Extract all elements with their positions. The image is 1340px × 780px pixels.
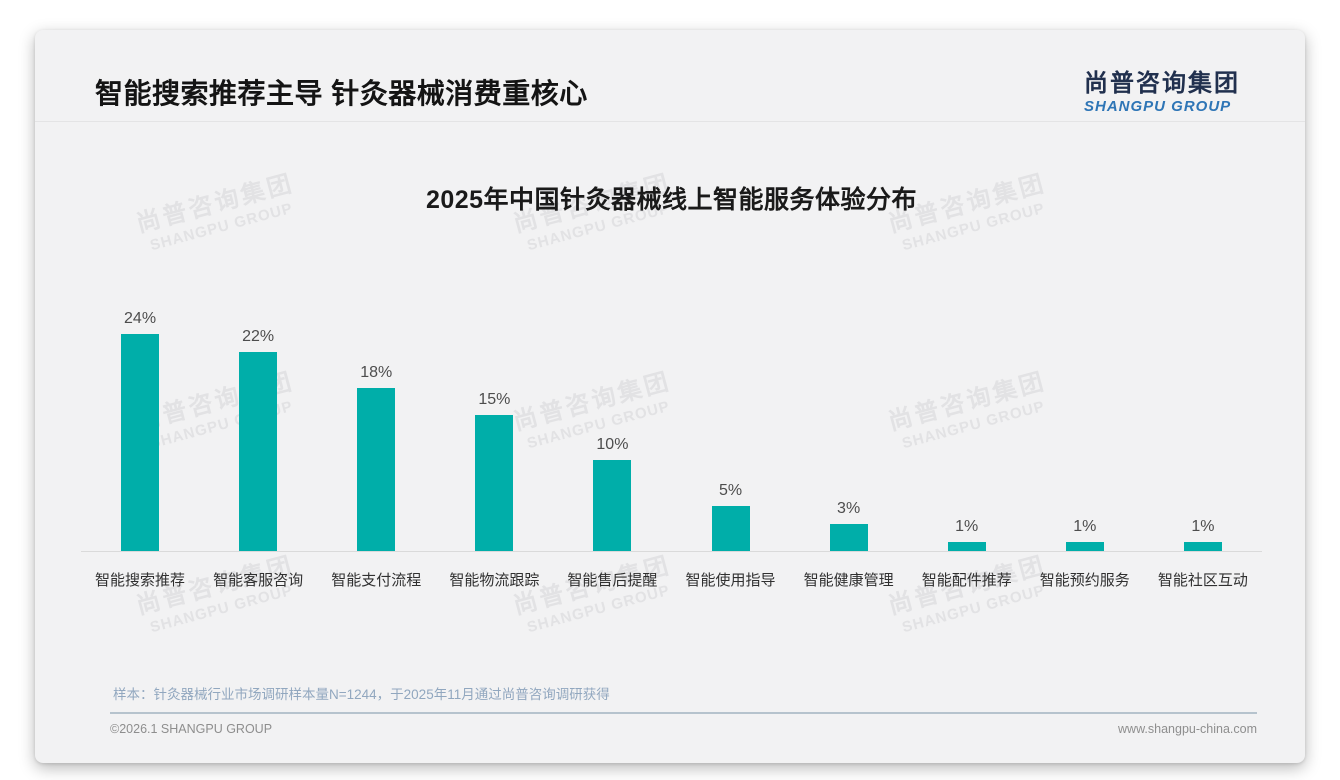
bar	[357, 388, 396, 551]
bar-column: 1%	[908, 518, 1026, 551]
chart-title: 2025年中国针灸器械线上智能服务体验分布	[425, 186, 918, 214]
chart-plot-area: 24% 22% 18% 15% 10% 5% 3% 1% 1% 1%	[81, 30, 1262, 552]
bar-column: 5%	[671, 482, 789, 551]
bar-value-label: 3%	[837, 500, 861, 517]
bar-value-label: 15%	[478, 391, 511, 408]
bar	[475, 415, 514, 551]
bar-column: 22%	[199, 328, 317, 551]
x-axis-label: 智能搜索推荐	[95, 572, 186, 589]
slide: 尚普咨询集团 SHANGPU GROUP 尚普咨询集团 SHANGPU GROUP 尚普…	[35, 30, 1305, 763]
bar-column: 3%	[790, 500, 908, 551]
bar-value-label: 1%	[955, 518, 979, 535]
bar-column: 15%	[435, 391, 553, 551]
bar	[239, 352, 278, 551]
header-divider	[35, 121, 1305, 122]
slide-footer: ©2026.1 SHANGPU GROUP www.shangpu-china.…	[110, 722, 1257, 736]
bar	[1183, 542, 1222, 551]
bar-value-label: 24%	[124, 310, 157, 327]
bar-value-label: 18%	[360, 364, 393, 381]
x-axis-label: 智能预约服务	[1039, 572, 1130, 589]
bar-value-label: 5%	[718, 482, 743, 499]
bar-value-label: 10%	[596, 436, 629, 453]
x-axis-label: 智能物流跟踪	[449, 572, 540, 589]
bar-column: 24%	[81, 310, 199, 551]
bar-column: 18%	[317, 364, 435, 551]
logo-en-text: SHANGPU GROUP	[1084, 98, 1232, 115]
bar-column: 10%	[553, 436, 671, 551]
bar	[829, 524, 868, 551]
logo-cn-text: 尚普咨询集团	[1084, 70, 1240, 97]
bar-value-label: 1%	[1191, 518, 1215, 535]
sample-footnote: 样本：针灸器械行业市场调研样本量N=1244，于2025年11月通过尚普咨询调研…	[113, 687, 610, 702]
bar-column: 1%	[1144, 518, 1262, 551]
x-axis-label: 智能健康管理	[803, 572, 894, 589]
bar	[1065, 542, 1104, 551]
x-axis-labels: 智能搜索推荐 智能客服咨询 智能支付流程 智能物流跟踪 智能售后提醒 智能使用指导 智能健康…	[81, 552, 1262, 590]
x-axis-label: 智能支付流程	[331, 572, 422, 589]
bar-column: 1%	[1026, 518, 1144, 551]
company-logo: 尚普咨询集团 SHANGPU GROUP	[1084, 70, 1240, 116]
slide-header: 智能搜索推荐主导 针灸器械消费重核心 尚普咨询集团 SHANGPU GROUP	[35, 30, 1305, 121]
bar-chart: 2025年中国针灸器械线上智能服务体验分布 24% 22% 18% 15% 10% 5% 3…	[81, 30, 1262, 763]
copyright-text: ©2026.1 SHANGPU GROUP	[110, 722, 273, 736]
bar	[947, 542, 986, 551]
bar	[121, 334, 160, 551]
x-axis-label: 智能售后提醒	[567, 572, 658, 589]
x-axis-label: 智能社区互动	[1157, 572, 1248, 589]
bar-value-label: 22%	[242, 328, 275, 345]
footer-divider	[110, 712, 1257, 714]
x-axis-label: 智能客服咨询	[213, 572, 304, 589]
x-axis-label: 智能使用指导	[685, 572, 776, 589]
bar	[711, 506, 750, 551]
x-axis-label: 智能配件推荐	[921, 572, 1012, 589]
website-url: www.shangpu-china.com	[1118, 722, 1257, 736]
bar-value-label: 1%	[1073, 518, 1097, 535]
bar	[593, 460, 632, 551]
page-title: 智能搜索推荐主导 针灸器械消费重核心	[95, 78, 588, 109]
